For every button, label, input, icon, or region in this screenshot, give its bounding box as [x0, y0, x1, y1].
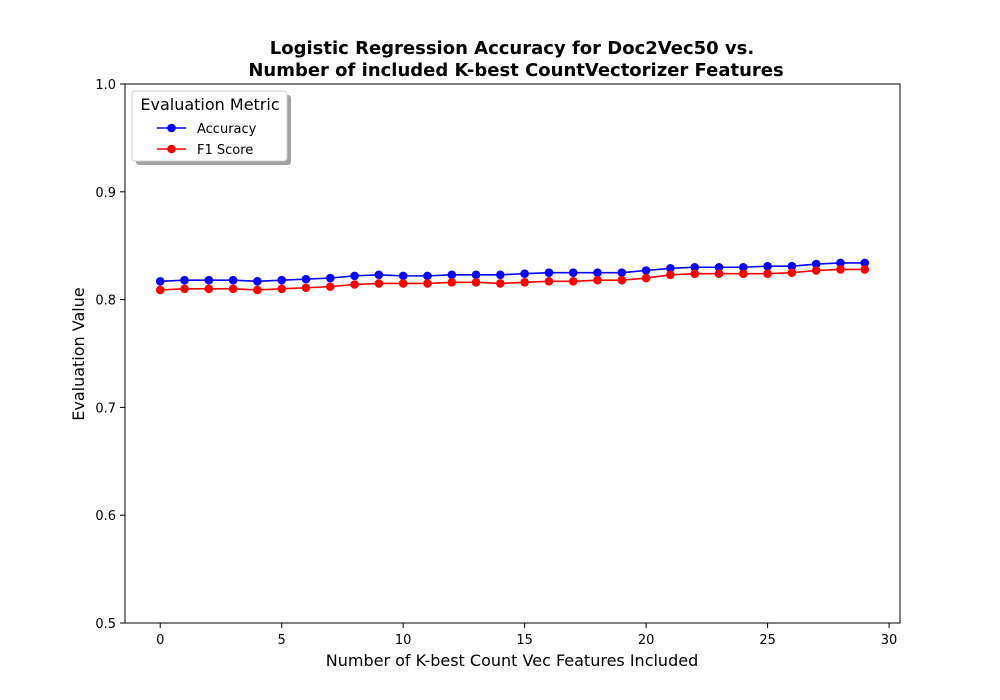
data-point-f1-score: [496, 279, 505, 288]
data-point-accuracy: [811, 259, 821, 269]
data-point-f1-score: [666, 270, 675, 280]
y-tick-label: 0.7: [95, 401, 116, 416]
x-axis-label: Number of K-best Count Vec Features Incl…: [326, 651, 698, 670]
x-tick-label: 25: [759, 633, 776, 648]
data-point-accuracy: [350, 271, 359, 281]
data-point-accuracy: [471, 270, 481, 280]
data-point-f1-score: [180, 284, 189, 294]
plot-frame: [124, 83, 901, 624]
x-axis: 0 5 10 15 20 25 30: [156, 623, 897, 648]
legend-box: [131, 90, 288, 162]
legend-label-f1-score: F1 Score: [197, 143, 253, 158]
data-point-f1-score: [738, 269, 748, 279]
data-point-f1-score: [811, 266, 821, 275]
data-point-f1-score: [593, 275, 602, 285]
x-tick-label: 15: [516, 633, 533, 648]
data-point-accuracy: [544, 268, 554, 277]
data-point-accuracy: [423, 271, 432, 281]
data-point-accuracy: [836, 258, 845, 268]
plot-area: [125, 84, 900, 623]
y-tick-label: 0.9: [95, 186, 116, 201]
data-point-f1-score: [860, 265, 870, 274]
data-point-accuracy: [690, 262, 700, 272]
data-point-f1-score: [228, 284, 238, 294]
data-point-f1-score: [690, 269, 700, 279]
data-point-accuracy: [155, 276, 165, 286]
data-point-f1-score: [277, 284, 287, 294]
data-point-f1-score: [787, 268, 797, 277]
data-point-accuracy: [277, 275, 287, 285]
y-tick-label: 1.0: [95, 78, 116, 93]
data-point-f1-score: [155, 285, 165, 295]
data-point-f1-score: [763, 269, 772, 279]
data-point-accuracy: [496, 270, 505, 280]
x-tick-label: 20: [638, 633, 655, 648]
legend-label-accuracy: Accuracy: [197, 122, 257, 137]
legend-marker-f1-score: [167, 144, 176, 154]
chart-title-line2: Number of included K-best CountVectorize…: [248, 60, 783, 81]
y-tick-label: 0.5: [95, 617, 116, 632]
series-layer: [155, 258, 870, 295]
x-tick-label: 10: [395, 633, 412, 648]
chart-title-line1: Logistic Regression Accuracy for Doc2Vec…: [270, 38, 754, 59]
data-point-accuracy: [860, 258, 870, 268]
data-point-f1-score: [204, 284, 214, 294]
legend: Evaluation Metric Accuracy F1 Score: [131, 90, 291, 165]
data-point-f1-score: [350, 280, 359, 289]
data-point-f1-score: [253, 285, 262, 295]
y-tick-label: 0.6: [95, 509, 116, 524]
data-point-f1-score: [568, 276, 578, 286]
data-point-accuracy: [228, 275, 238, 285]
legend-marker-accuracy: [167, 123, 176, 133]
data-point-accuracy: [253, 276, 262, 286]
data-point-accuracy: [714, 262, 724, 272]
data-point-f1-score: [447, 278, 457, 287]
data-point-accuracy: [325, 273, 335, 283]
data-point-f1-score: [374, 279, 384, 288]
data-point-accuracy: [641, 266, 651, 275]
data-point-accuracy: [180, 275, 189, 285]
data-point-accuracy: [617, 268, 627, 277]
data-point-f1-score: [325, 282, 335, 291]
data-point-accuracy: [374, 270, 384, 280]
data-point-accuracy: [301, 274, 311, 284]
x-tick-label: 5: [278, 633, 286, 648]
data-point-f1-score: [617, 275, 627, 285]
data-point-accuracy: [520, 269, 529, 279]
data-point-f1-score: [544, 276, 554, 286]
data-point-accuracy: [763, 261, 772, 271]
data-point-f1-score: [520, 278, 529, 287]
y-tick-label: 0.8: [95, 294, 116, 309]
x-tick-label: 0: [156, 633, 164, 648]
x-tick-label: 30: [881, 633, 898, 648]
data-point-f1-score: [423, 279, 432, 288]
data-point-f1-score: [641, 273, 651, 283]
data-point-f1-score: [471, 278, 481, 287]
y-axis: 0.5 0.6 0.7 0.8 0.9 1.0: [95, 78, 125, 632]
y-axis-label: Evaluation Value: [69, 287, 88, 420]
data-point-f1-score: [398, 279, 408, 288]
data-point-accuracy: [447, 270, 457, 280]
legend-title: Evaluation Metric: [140, 95, 279, 114]
data-point-f1-score: [301, 283, 311, 293]
data-point-accuracy: [787, 261, 797, 271]
data-point-accuracy: [398, 271, 408, 281]
data-point-accuracy: [593, 268, 602, 277]
data-point-accuracy: [568, 268, 578, 277]
data-point-accuracy: [204, 275, 214, 285]
data-point-accuracy: [666, 264, 675, 273]
data-point-f1-score: [714, 269, 724, 279]
data-point-accuracy: [738, 262, 748, 272]
data-point-f1-score: [836, 265, 845, 274]
